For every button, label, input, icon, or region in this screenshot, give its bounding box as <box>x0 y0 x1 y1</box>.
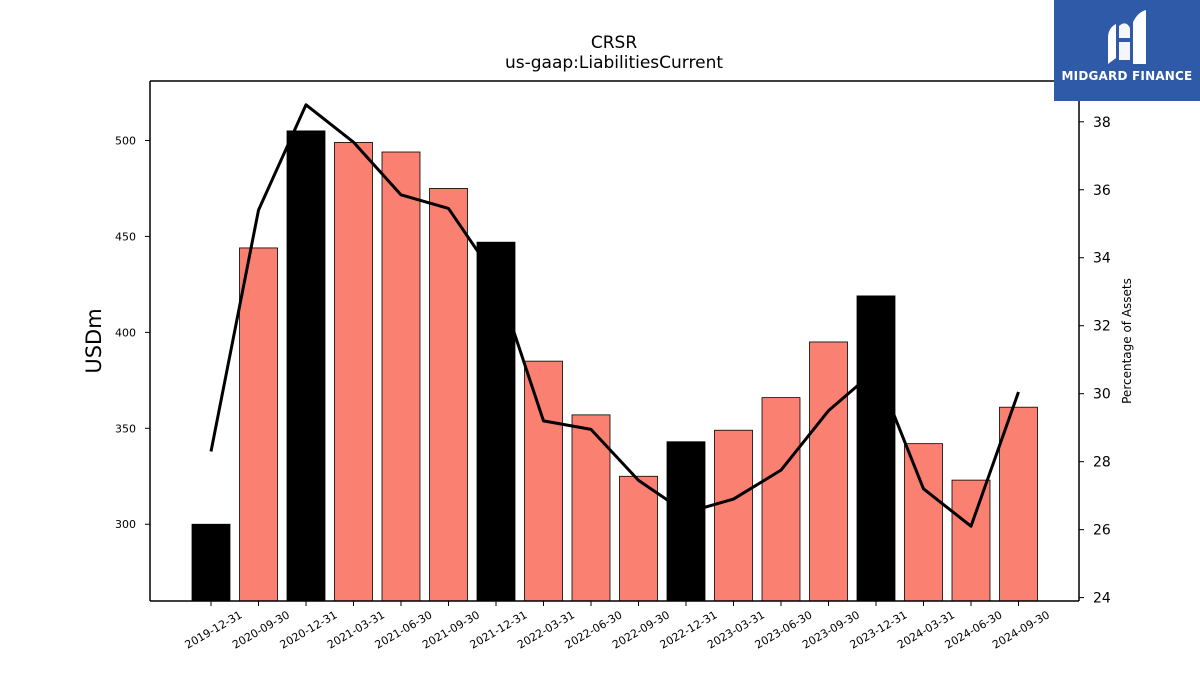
right-tick-label: 36 <box>1093 183 1111 199</box>
right-tick-label: 24 <box>1093 591 1111 607</box>
right-tick-label: 28 <box>1093 455 1111 471</box>
chart-subtitle: us-gaap:LiabilitiesCurrent <box>505 53 723 73</box>
left-tick-label: 300 <box>115 518 136 531</box>
bar-2019-12-31 <box>191 523 231 602</box>
bar-2021-12-31 <box>476 241 516 602</box>
bar-2020-12-31 <box>286 130 326 602</box>
left-tick-label: 450 <box>115 230 136 243</box>
bar-2022-12-31 <box>666 441 706 602</box>
right-tick-label: 34 <box>1093 251 1111 267</box>
bar-2024-06-30 <box>951 479 991 602</box>
bar-2024-09-30 <box>999 406 1038 602</box>
bar-2023-03-31 <box>714 429 753 602</box>
bar-2021-09-30 <box>429 188 468 602</box>
y-axis-label: USDm <box>82 308 106 373</box>
bar-2023-12-31 <box>856 295 896 602</box>
right-tick-label: 38 <box>1093 115 1111 131</box>
axes <box>149 80 1080 602</box>
chart-title: CRSR <box>591 33 637 53</box>
bar-2024-03-31 <box>904 443 943 602</box>
right-tick-label: 32 <box>1093 319 1111 335</box>
bar-2023-06-30 <box>761 397 801 602</box>
bar-2022-06-30 <box>571 414 611 602</box>
bar-2022-09-30 <box>619 475 658 602</box>
right-axis-ticks: 24 26 28 30 32 34 36 38 <box>1079 115 1111 607</box>
x-axis-ticks: 2019-12-312020-09-302020-12-312021-03-31… <box>183 601 1052 652</box>
left-tick-label: 400 <box>115 326 136 339</box>
right-tick-label: 26 <box>1093 523 1111 539</box>
bar-2021-03-31 <box>334 142 373 602</box>
bar-2021-06-30 <box>381 151 421 602</box>
left-tick-label: 500 <box>115 134 136 147</box>
percentage-line-path <box>209 103 1020 528</box>
bar-2023-09-30 <box>809 341 848 602</box>
logo-mark-icon <box>1108 10 1146 64</box>
midgard-finance-logo: MIDGARD FINANCE <box>1054 0 1200 101</box>
right-tick-label: 30 <box>1093 387 1111 403</box>
bars <box>191 130 1038 602</box>
y2-axis-label: Percentage of Assets <box>1120 278 1134 404</box>
bar-2022-03-31 <box>524 360 563 602</box>
left-tick-label: 350 <box>115 422 136 435</box>
left-axis-ticks: 300 350 400 450 500 <box>115 134 150 531</box>
bar-2020-09-30 <box>239 247 278 602</box>
logo-text: MIDGARD FINANCE <box>1061 69 1193 83</box>
percentage-line <box>209 103 1020 528</box>
